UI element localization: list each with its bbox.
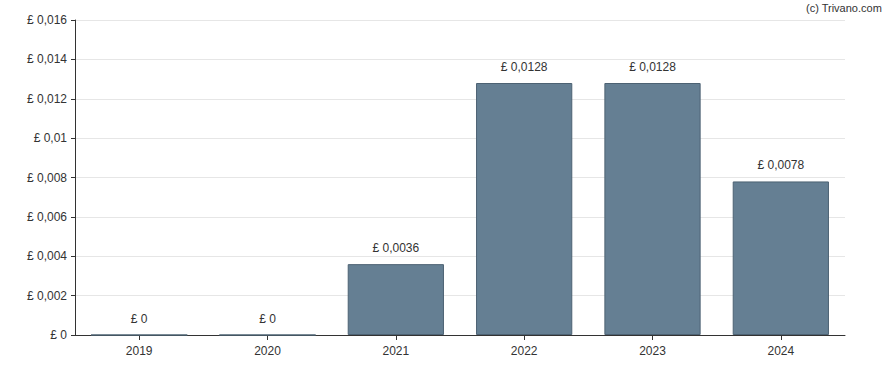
svg-text:£ 0,0128: £ 0,0128 — [501, 60, 548, 74]
svg-text:2021: 2021 — [382, 344, 409, 358]
svg-text:£ 0,006: £ 0,006 — [27, 210, 67, 224]
svg-text:£ 0,0128: £ 0,0128 — [629, 60, 676, 74]
svg-text:£ 0,008: £ 0,008 — [27, 171, 67, 185]
svg-text:£ 0,01: £ 0,01 — [34, 131, 68, 145]
svg-text:2024: 2024 — [767, 344, 794, 358]
svg-text:£ 0,0036: £ 0,0036 — [372, 241, 419, 255]
svg-text:2019: 2019 — [126, 344, 153, 358]
svg-text:£ 0: £ 0 — [50, 328, 67, 342]
svg-text:£ 0,014: £ 0,014 — [27, 52, 67, 66]
svg-text:£ 0,016: £ 0,016 — [27, 13, 67, 27]
svg-text:£ 0,002: £ 0,002 — [27, 289, 67, 303]
svg-text:£ 0,004: £ 0,004 — [27, 249, 67, 263]
svg-text:£ 0: £ 0 — [259, 312, 276, 326]
svg-text:2022: 2022 — [511, 344, 538, 358]
svg-text:2020: 2020 — [254, 344, 281, 358]
svg-text:£ 0: £ 0 — [131, 312, 148, 326]
svg-text:2023: 2023 — [639, 344, 666, 358]
svg-text:£ 0,012: £ 0,012 — [27, 92, 67, 106]
svg-text:£ 0,0078: £ 0,0078 — [757, 158, 804, 172]
svg-text:(c) Trivano.com: (c) Trivano.com — [806, 2, 882, 14]
